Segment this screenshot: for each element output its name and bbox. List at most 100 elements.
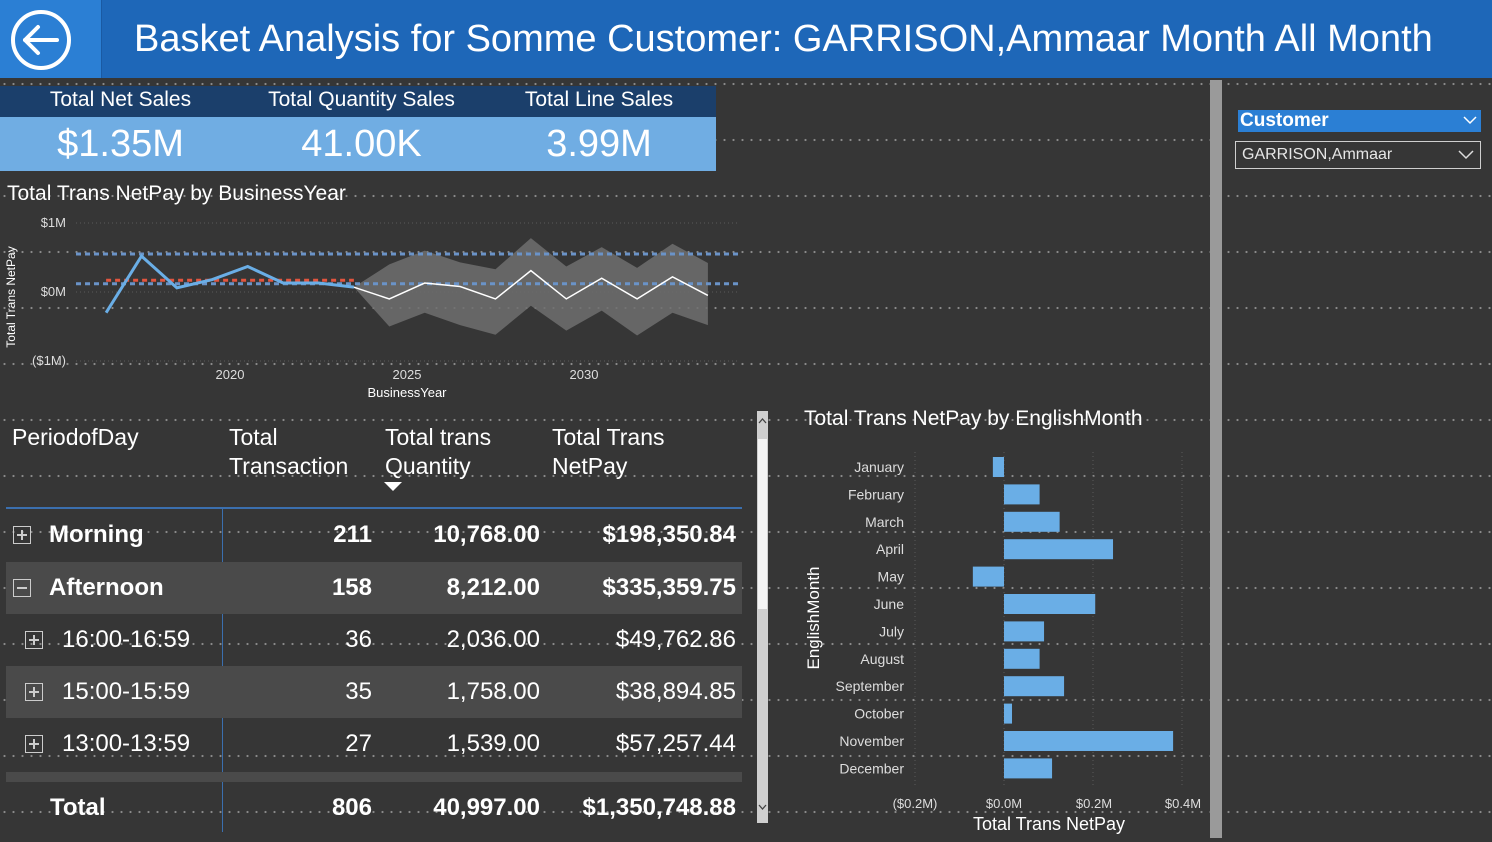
expand-icon[interactable] — [25, 735, 43, 753]
bar-april[interactable] — [1004, 539, 1114, 560]
cell-total-quantity: 1,758.00 — [446, 678, 540, 705]
back-arrow-icon — [11, 10, 71, 70]
cell-total-quantity: 1,539.00 — [446, 730, 540, 757]
column-header-total-trans-quantity[interactable]: Total trans Quantity — [385, 423, 491, 481]
series-line-forecast — [353, 269, 709, 300]
bar-june[interactable] — [1004, 594, 1096, 614]
header-divider — [6, 507, 742, 509]
line-chart[interactable]: Total Trans NetPay $1M $0M ($1M) 2020 20… — [0, 205, 745, 405]
bar-chart-x-axis-label: Total Trans NetPay — [973, 814, 1125, 834]
cell-total-netpay: $335,359.75 — [602, 574, 736, 601]
bar-category-label: November — [839, 733, 904, 749]
cell-total-transaction: 35 — [345, 678, 372, 705]
bar-march[interactable] — [1004, 511, 1060, 532]
expand-icon[interactable] — [25, 683, 43, 701]
bar-november[interactable] — [1004, 731, 1174, 751]
series-line-actual — [104, 253, 355, 314]
card-title-line-sales: Total Line Sales — [482, 86, 716, 117]
scrollbar-thumb[interactable] — [758, 439, 767, 609]
bar-category-label: July — [879, 623, 904, 639]
bar-category-label: February — [848, 486, 904, 502]
bar-august[interactable] — [1004, 648, 1040, 669]
total-quantity: 40,997.00 — [433, 794, 540, 821]
column-header-total-trans-netpay[interactable]: Total Trans NetPay — [552, 423, 665, 481]
column-header-text: Transaction — [229, 453, 349, 479]
cell-total-transaction: 27 — [345, 730, 372, 757]
bar-october[interactable] — [1004, 703, 1013, 724]
bar-chart-xtick: $0.2M — [1076, 796, 1112, 811]
card-value-quantity-sales: 41.00K — [241, 117, 482, 171]
line-chart-x-axis-label: BusinessYear — [367, 385, 447, 400]
bar-chart-xtick: ($0.2M) — [893, 796, 938, 811]
customer-slicer-header[interactable]: Customer — [1238, 110, 1481, 132]
column-header-text: Total — [229, 424, 278, 450]
column-header-text: Total trans — [385, 424, 492, 450]
card-title-net-sales: Total Net Sales — [0, 86, 241, 117]
expand-icon[interactable] — [25, 631, 43, 649]
cell-total-netpay: $57,257.44 — [615, 730, 736, 757]
line-chart-xtick: 2030 — [570, 367, 599, 382]
card-value-net-sales: $1.35M — [0, 117, 241, 171]
table-row: Afternoon 158 8,212.00 $335,359.75 — [6, 562, 742, 614]
bar-category-label: December — [839, 760, 904, 776]
bar-february[interactable] — [1004, 484, 1040, 505]
column-header-total-transaction[interactable]: Total Transaction — [229, 423, 348, 481]
column-header-text: NetPay — [552, 453, 628, 479]
table-row: 13:00-13:59 27 1,539.00 $57,257.44 — [6, 718, 742, 770]
dropdown-selected-value: GARRISON,Ammaar — [1242, 146, 1393, 163]
forecast-confidence-band — [353, 238, 708, 336]
row-label: 15:00-15:59 — [62, 678, 191, 705]
card-title-quantity-sales: Total Quantity Sales — [241, 86, 482, 117]
table-row: Morning 211 10,768.00 $198,350.84 — [6, 509, 742, 561]
cell-total-netpay: $198,350.84 — [602, 521, 736, 548]
bar-chart[interactable]: EnglishMonth January February March April Ma… — [795, 440, 1207, 838]
cell-total-quantity: 2,036.00 — [446, 626, 540, 653]
row-label: 13:00-13:59 — [62, 730, 191, 757]
bar-may[interactable] — [972, 566, 1004, 587]
cell-total-quantity: 8,212.00 — [446, 574, 540, 601]
scroll-down-icon[interactable] — [758, 803, 767, 811]
column-header-periodofday[interactable]: PeriodofDay — [12, 423, 139, 452]
bar-chart-xtick: $0.0M — [986, 796, 1022, 811]
table-row: 16:00-16:59 36 2,036.00 $49,762.86 — [6, 614, 742, 666]
chevron-down-icon[interactable] — [1458, 149, 1474, 160]
collapse-icon[interactable] — [13, 579, 31, 597]
bar-july[interactable] — [1004, 621, 1045, 642]
bar-january[interactable] — [992, 457, 1004, 477]
expand-icon[interactable] — [13, 526, 31, 544]
bar-category-label: October — [854, 706, 904, 722]
bar-chart-plot-area: January February March April May June July Augu… — [836, 452, 1183, 785]
bar-category-label: January — [854, 459, 904, 475]
slicer-title-text: Customer — [1240, 110, 1329, 131]
bar-category-label: April — [876, 541, 904, 557]
line-chart-ytick: $1M — [41, 215, 66, 230]
table-total-row: Total 806 40,997.00 $1,350,748.88 — [6, 782, 742, 834]
table-row: 15:00-15:59 35 1,758.00 $38,894.85 — [6, 666, 742, 718]
bar-september[interactable] — [1004, 676, 1065, 697]
bar-category-label: May — [878, 569, 904, 585]
chevron-down-icon[interactable] — [1463, 115, 1477, 125]
row-label: Morning — [49, 521, 144, 548]
card-value-line-sales: 3.99M — [482, 117, 716, 171]
line-chart-xtick: 2025 — [393, 367, 422, 382]
column-header-text: Quantity — [385, 453, 471, 479]
total-transaction: 806 — [331, 794, 372, 821]
line-chart-title: Total Trans NetPay by BusinessYear — [7, 182, 346, 205]
bar-category-label: September — [836, 678, 905, 694]
line-chart-xtick: 2020 — [216, 367, 245, 382]
row-label: Afternoon — [49, 574, 164, 601]
customer-dropdown[interactable]: GARRISON,Ammaar — [1235, 141, 1481, 169]
table-scrollbar[interactable] — [757, 411, 768, 823]
scroll-up-icon[interactable] — [758, 417, 767, 425]
customer-slicer-panel — [1224, 94, 1492, 182]
period-of-day-matrix: PeriodofDay Total Transaction Total tran… — [6, 410, 742, 836]
line-chart-y-axis-label: Total Trans NetPay — [4, 246, 18, 347]
cell-total-transaction: 211 — [333, 521, 372, 548]
kpi-cards: Total Net Sales $1.35M Total Quantity Sa… — [0, 86, 716, 172]
bar-category-label: March — [865, 514, 904, 530]
back-button[interactable] — [0, 0, 102, 78]
bar-december[interactable] — [1004, 758, 1053, 779]
header-bar: Basket Analysis for Somme Customer: GARR… — [0, 0, 1492, 78]
sort-descending-icon[interactable] — [384, 482, 404, 494]
cell-total-transaction: 158 — [331, 574, 372, 601]
